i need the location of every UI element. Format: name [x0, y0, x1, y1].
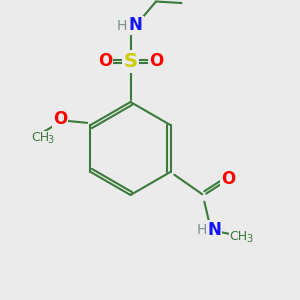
Text: O: O	[149, 52, 163, 70]
Text: H: H	[116, 19, 127, 32]
Text: CH: CH	[31, 131, 49, 144]
Text: 3: 3	[246, 234, 252, 244]
Text: 3: 3	[47, 135, 53, 145]
Text: CH: CH	[229, 230, 247, 243]
Text: N: N	[129, 16, 143, 34]
Text: H: H	[196, 223, 207, 237]
Text: O: O	[53, 110, 68, 128]
Text: O: O	[220, 170, 235, 188]
Text: N: N	[207, 221, 221, 239]
Text: S: S	[124, 52, 137, 71]
Text: O: O	[98, 52, 112, 70]
